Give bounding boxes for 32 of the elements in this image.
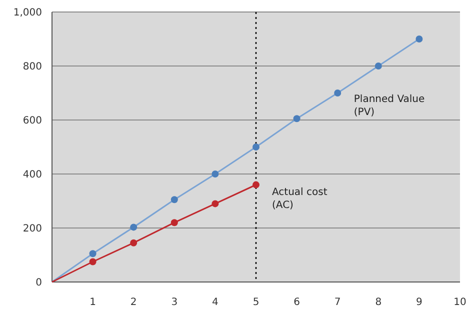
x-tick-label: 9 bbox=[416, 297, 422, 308]
point bbox=[130, 239, 138, 246]
point bbox=[130, 224, 138, 231]
x-tick-label: 8 bbox=[375, 297, 382, 308]
point bbox=[212, 170, 219, 178]
x-tick-label: 4 bbox=[212, 297, 218, 308]
y-tick-label: 400 bbox=[22, 170, 42, 180]
y-tick-label: 800 bbox=[22, 62, 42, 72]
x-tick-label: 7 bbox=[334, 297, 341, 308]
point bbox=[212, 200, 219, 208]
series-label: Actual cost (AC) bbox=[272, 186, 328, 211]
x-tick-label: 5 bbox=[252, 297, 260, 308]
point bbox=[252, 144, 260, 150]
point bbox=[89, 258, 96, 266]
y-tick-label: 200 bbox=[22, 224, 42, 234]
x-tick-label: 10 bbox=[454, 297, 466, 308]
point bbox=[416, 36, 423, 42]
x-tick-label: 1 bbox=[90, 297, 96, 308]
point bbox=[374, 62, 382, 70]
y-tick-label: 600 bbox=[22, 116, 42, 126]
point bbox=[170, 219, 178, 226]
point bbox=[293, 115, 300, 122]
x-tick-label: 2 bbox=[130, 297, 137, 308]
point bbox=[89, 250, 96, 258]
point bbox=[252, 181, 260, 188]
y-tick-label: 1,000 bbox=[13, 8, 42, 18]
series-label: Planned Value (PV) bbox=[354, 94, 425, 118]
y-tick-label: 0 bbox=[36, 278, 42, 288]
x-tick-label: 6 bbox=[294, 297, 300, 308]
point bbox=[334, 90, 342, 96]
x-tick-label: 3 bbox=[171, 297, 178, 308]
point bbox=[170, 196, 178, 204]
